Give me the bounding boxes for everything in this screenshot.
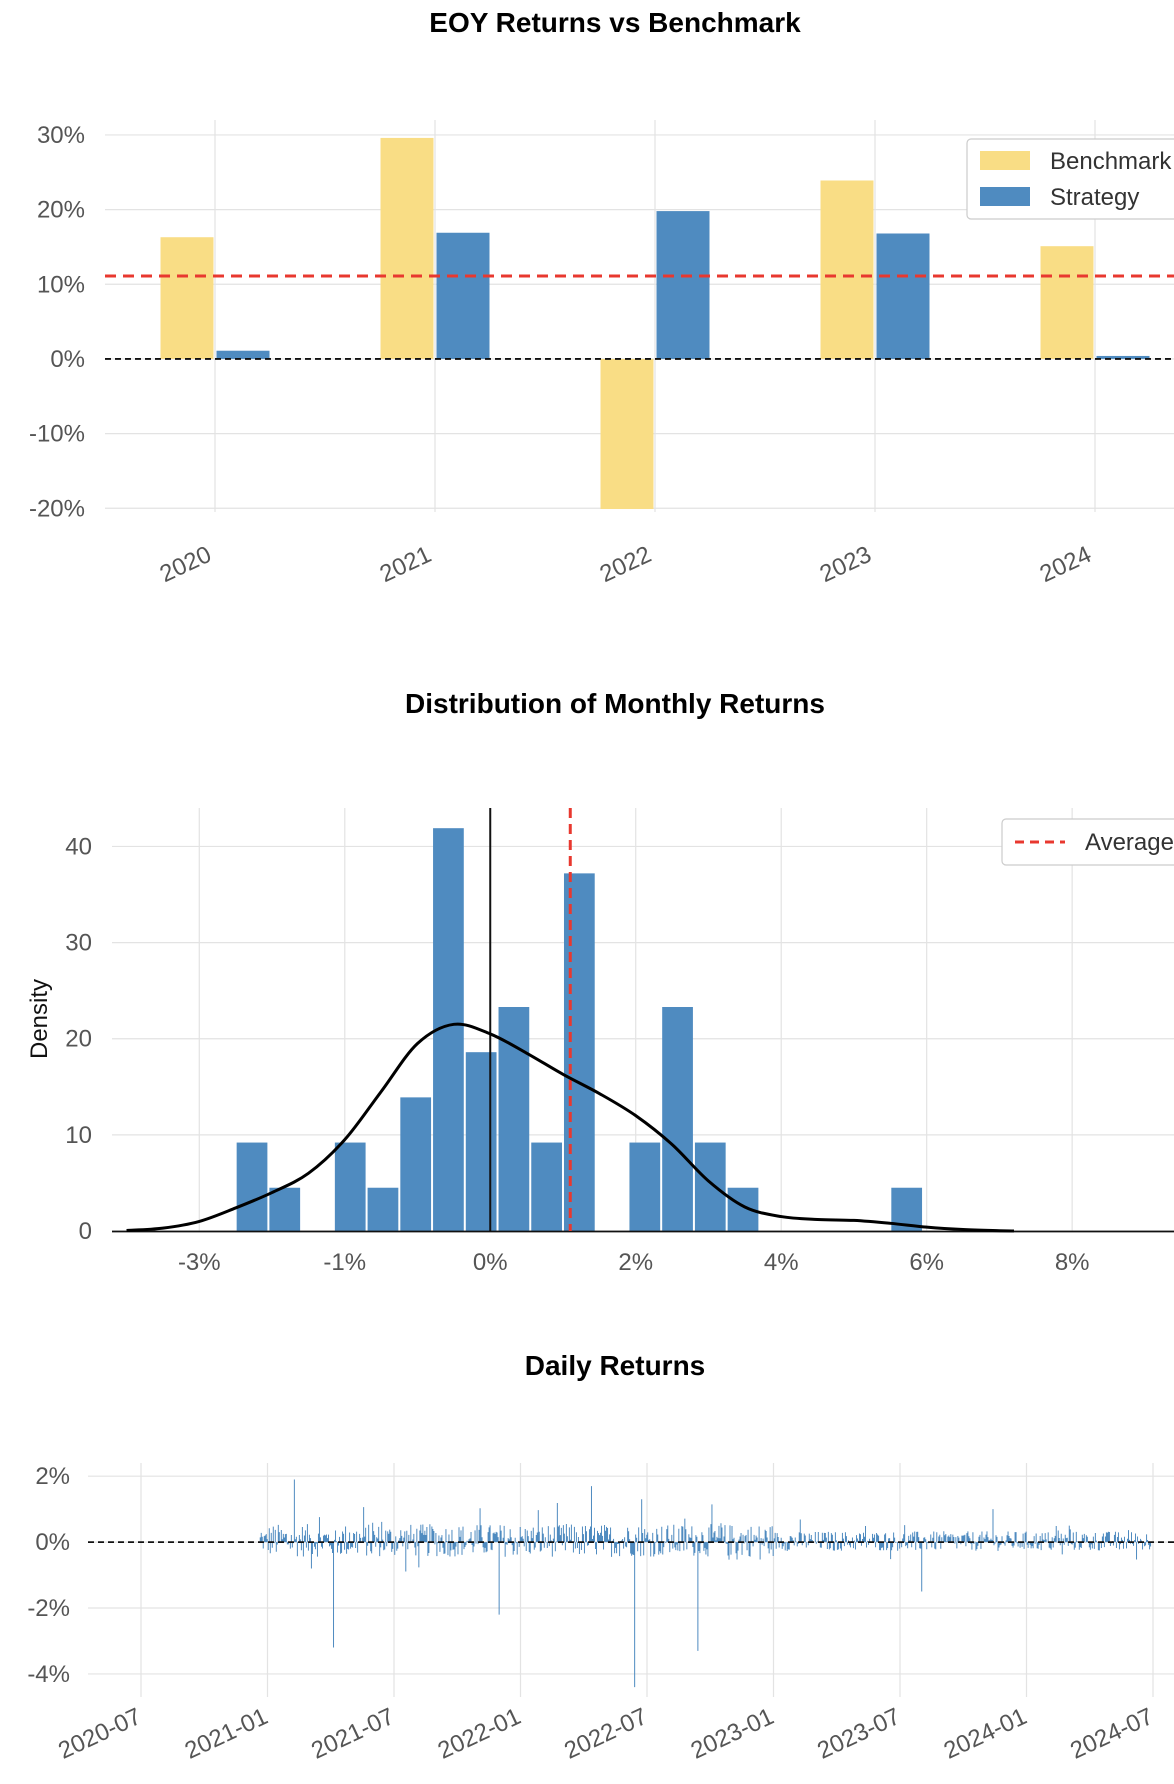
- eoy-y-tick-label: 0%: [50, 346, 85, 373]
- histogram-bar: [400, 1097, 432, 1231]
- strategy-bar-2024: [1096, 355, 1150, 359]
- histogram-bars: [236, 828, 923, 1231]
- eoy-x-tick-label: 2022: [596, 541, 656, 588]
- histogram-bar: [629, 1142, 661, 1231]
- eoy-x-tick-label: 2021: [376, 541, 436, 588]
- eoy-y-tick-label: 30%: [37, 122, 85, 149]
- eoy-y-tick-label: 20%: [37, 197, 85, 224]
- distribution-x-tick-label: -3%: [178, 1249, 221, 1276]
- daily-y-tick-label: 0%: [35, 1529, 70, 1556]
- strategy-bar-2020: [216, 350, 270, 359]
- daily-y-tick-label: -2%: [27, 1595, 70, 1622]
- distribution-y-tick-label: 30: [65, 930, 92, 957]
- distribution-x-tick-label: 4%: [764, 1249, 799, 1276]
- daily-gridlines: [88, 1463, 1174, 1697]
- distribution-x-tick-label: 2%: [618, 1249, 653, 1276]
- eoy-y-tick-label: -10%: [29, 421, 85, 448]
- eoy-chart-title: EOY Returns vs Benchmark: [429, 7, 801, 38]
- benchmark-bar-2024: [1040, 246, 1094, 359]
- histogram-bar: [662, 1007, 693, 1231]
- eoy-x-tick-label: 2023: [816, 541, 876, 588]
- kde-curve: [126, 1022, 1015, 1233]
- daily-x-tick-label: 2023-07: [813, 1703, 904, 1765]
- strategy-bar-2022: [656, 211, 710, 359]
- distribution-y-tick-label: 40: [65, 833, 92, 860]
- eoy-reference-lines: [105, 274, 1174, 360]
- histogram-bar: [269, 1187, 301, 1231]
- legend-strategy-swatch: [980, 187, 1030, 206]
- daily-x-tick-label: 2021-01: [181, 1703, 272, 1765]
- histogram-bar: [694, 1142, 726, 1231]
- distribution-chart-title: Distribution of Monthly Returns: [405, 688, 825, 719]
- daily-x-tick-label: 2020-07: [54, 1703, 145, 1765]
- histogram-bar: [563, 873, 595, 1231]
- benchmark-bar-2021: [380, 137, 434, 359]
- monthly-distribution-chart: Distribution of Monthly Returns Density …: [26, 688, 1174, 1276]
- daily-x-tick-label: 2024-01: [940, 1703, 1031, 1765]
- benchmark-bar-2022: [600, 358, 654, 510]
- benchmark-bar-2023: [820, 180, 874, 359]
- strategy-bar-2021: [436, 232, 490, 359]
- eoy-y-tick-label: 10%: [37, 271, 85, 298]
- histogram-bar: [367, 1187, 399, 1231]
- distribution-x-tick-label: -1%: [323, 1249, 366, 1276]
- daily-x-tick-label: 2022-01: [434, 1703, 525, 1765]
- distribution-y-tick-label: 0: [79, 1218, 92, 1245]
- eoy-legend: Benchmark Strategy: [966, 138, 1174, 220]
- histogram-bar: [465, 1052, 497, 1231]
- distribution-legend: Average: [1001, 818, 1174, 866]
- eoy-y-tick-labels: -20% -10% 0% 10% 20% 30%: [29, 122, 85, 522]
- distribution-x-tick-label: 0%: [473, 1249, 508, 1276]
- density-axis-label: Density: [26, 979, 53, 1059]
- eoy-y-tick-label: -20%: [29, 495, 85, 522]
- daily-y-tick-label: 2%: [35, 1463, 70, 1490]
- daily-y-tick-label: -4%: [27, 1661, 70, 1688]
- eoy-returns-chart: EOY Returns vs Benchmark -20% -10% 0% 10% 20…: [29, 7, 1174, 588]
- legend-average-label: Average: [1085, 829, 1174, 856]
- eoy-x-tick-label: 2024: [1036, 541, 1096, 588]
- eoy-bars: [160, 137, 1150, 510]
- legend-benchmark-swatch: [980, 151, 1030, 170]
- distribution-x-tick-label: 8%: [1055, 1249, 1090, 1276]
- daily-y-tick-labels: -4% -2% 0% 2%: [27, 1463, 70, 1688]
- distribution-y-tick-label: 20: [65, 1026, 92, 1053]
- daily-x-tick-label: 2024-07: [1066, 1703, 1157, 1765]
- legend-strategy-label: Strategy: [1050, 184, 1139, 211]
- distribution-y-tick-label: 10: [65, 1122, 92, 1149]
- distribution-x-tick-label: 6%: [909, 1249, 944, 1276]
- daily-x-tick-labels: 2020-07 2021-01 2021-07 2022-01 2022-07 2023-…: [54, 1703, 1157, 1765]
- benchmark-bar-2020: [160, 237, 214, 359]
- eoy-x-tick-label: 2020: [156, 541, 216, 588]
- histogram-bar: [531, 1142, 562, 1231]
- distribution-y-tick-labels: 0 10 20 30 40: [65, 833, 92, 1245]
- daily-returns-chart: Daily Returns -4%-2%0%2% 2020-07 2021-01 2…: [27, 1350, 1174, 1765]
- distribution-x-tick-labels: -3% -1% 0% 2% 4% 6% 8%: [178, 1249, 1090, 1276]
- legend-benchmark-label: Benchmark: [1050, 148, 1172, 175]
- daily-chart-title: Daily Returns: [525, 1350, 706, 1381]
- daily-x-tick-label: 2023-01: [687, 1703, 778, 1765]
- daily-x-tick-label: 2021-07: [307, 1703, 398, 1765]
- histogram-bar: [236, 1142, 268, 1231]
- strategy-bar-2023: [876, 233, 930, 359]
- eoy-x-tick-labels: 2020 2021 2022 2023 2024: [156, 541, 1096, 588]
- daily-x-tick-label: 2022-07: [560, 1703, 651, 1765]
- histogram-bar: [334, 1142, 366, 1231]
- distribution-legend-frame: [1001, 818, 1174, 866]
